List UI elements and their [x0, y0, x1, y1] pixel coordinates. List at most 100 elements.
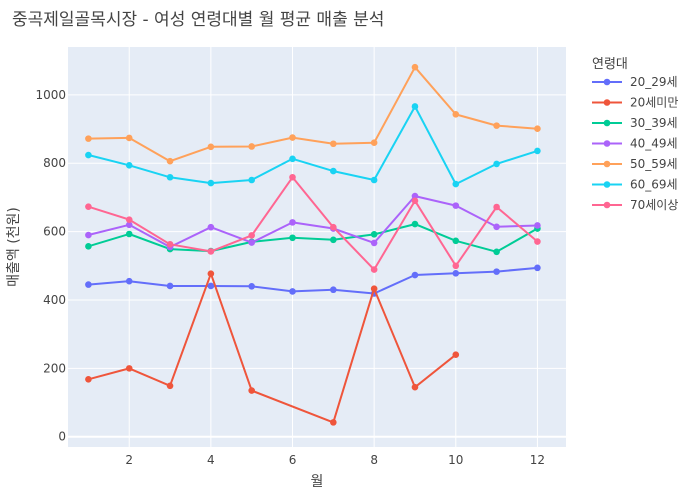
series-50_59세[interactable] — [85, 63, 541, 165]
data-point[interactable] — [330, 419, 337, 426]
data-point[interactable] — [125, 161, 133, 169]
chart-title: 중곡제일골목시장 - 여성 연령대별 월 평균 매출 분석 — [12, 10, 384, 30]
data-point[interactable] — [85, 376, 92, 383]
data-point[interactable] — [207, 179, 215, 187]
data-point[interactable] — [289, 288, 296, 295]
data-point[interactable] — [125, 221, 133, 229]
legend-point-marker — [603, 140, 611, 147]
data-point[interactable] — [207, 223, 215, 231]
data-point[interactable] — [534, 264, 541, 272]
data-point[interactable] — [248, 283, 255, 290]
data-point[interactable] — [166, 382, 174, 390]
data-point[interactable] — [452, 270, 460, 277]
legend-item[interactable]: 60_69세 — [592, 178, 678, 192]
data-point[interactable] — [85, 281, 92, 288]
data-point[interactable] — [370, 266, 378, 273]
series-line — [88, 195, 538, 248]
data-point[interactable] — [452, 262, 460, 270]
data-point[interactable] — [248, 176, 255, 184]
y-tick-label: 600 — [43, 225, 66, 239]
data-point[interactable] — [411, 197, 419, 205]
data-point[interactable] — [330, 140, 337, 148]
data-point[interactable] — [166, 282, 174, 290]
data-point[interactable] — [125, 134, 133, 142]
series-60_69세[interactable] — [85, 103, 541, 188]
data-point[interactable] — [248, 232, 255, 239]
legend-point-marker — [603, 119, 611, 127]
data-point[interactable] — [248, 143, 255, 150]
data-point[interactable] — [330, 286, 337, 294]
series-line — [88, 223, 538, 253]
data-point[interactable] — [411, 192, 419, 200]
data-point[interactable] — [411, 63, 419, 71]
data-point[interactable] — [125, 230, 133, 238]
data-point[interactable] — [370, 239, 378, 247]
data-point[interactable] — [166, 240, 174, 248]
data-point[interactable] — [330, 223, 337, 231]
legend-item[interactable]: 20세미만 — [592, 96, 678, 110]
data-point[interactable] — [166, 173, 174, 181]
y-axis-title: 매출액 (천원) — [6, 207, 22, 287]
data-point[interactable] — [370, 285, 378, 293]
data-point[interactable] — [452, 351, 460, 358]
data-point[interactable] — [207, 282, 215, 290]
data-point[interactable] — [370, 231, 378, 238]
x-tick-label: 10 — [448, 453, 463, 467]
data-point[interactable] — [452, 237, 460, 245]
legend-item[interactable]: 30_39세 — [592, 116, 678, 130]
data-point[interactable] — [411, 103, 419, 110]
data-point[interactable] — [125, 365, 133, 372]
data-point[interactable] — [289, 173, 296, 181]
data-point[interactable] — [289, 234, 296, 242]
data-point[interactable] — [289, 219, 296, 226]
data-point[interactable] — [493, 203, 500, 211]
data-point[interactable] — [125, 216, 133, 223]
data-point[interactable] — [85, 203, 92, 210]
data-point[interactable] — [207, 248, 215, 255]
data-point[interactable] — [85, 151, 92, 159]
data-point[interactable] — [493, 160, 500, 168]
legend-item[interactable]: 20_29세 — [592, 75, 678, 89]
x-tick-label: 12 — [530, 453, 545, 467]
data-point[interactable] — [534, 222, 541, 229]
data-point[interactable] — [85, 135, 92, 142]
data-point[interactable] — [534, 147, 541, 155]
data-point[interactable] — [452, 111, 460, 118]
legend-item[interactable]: 40_49세 — [592, 137, 678, 151]
data-point[interactable] — [85, 231, 92, 239]
legend-items[interactable]: 20_29세 20세미만 30_39세 40_49세 50_59세 60_69세 70세이상 — [592, 75, 678, 212]
y-tick-label: 0 — [58, 430, 66, 444]
data-point[interactable] — [452, 180, 460, 188]
legend-item[interactable]: 70세이상 — [592, 198, 678, 212]
data-point[interactable] — [493, 122, 500, 129]
data-point[interactable] — [452, 202, 460, 209]
data-point[interactable] — [534, 125, 541, 133]
data-point[interactable] — [289, 134, 296, 141]
data-point[interactable] — [248, 387, 255, 394]
data-point[interactable] — [248, 239, 255, 246]
data-point[interactable] — [125, 277, 133, 285]
data-point[interactable] — [493, 223, 500, 231]
data-point[interactable] — [411, 271, 419, 279]
data-point[interactable] — [493, 268, 500, 275]
data-point[interactable] — [289, 155, 296, 163]
data-point[interactable] — [166, 157, 174, 165]
data-point[interactable] — [493, 248, 500, 256]
series-70세이상[interactable] — [85, 173, 541, 273]
series-line — [88, 105, 538, 186]
data-point[interactable] — [85, 243, 92, 250]
legend-item[interactable]: 50_59세 — [592, 157, 678, 171]
data-point[interactable] — [207, 143, 215, 151]
series-20_29세[interactable] — [85, 264, 541, 297]
data-point[interactable] — [534, 238, 541, 245]
legend[interactable]: 연령대 20_29세 20세미만 30_39세 40_49세 50_59세 60_69세 7… — [592, 57, 678, 212]
data-point[interactable] — [207, 270, 215, 277]
series-20세미만[interactable] — [85, 270, 460, 426]
data-point[interactable] — [411, 383, 419, 391]
data-point[interactable] — [330, 236, 337, 244]
data-point[interactable] — [370, 176, 378, 184]
data-point[interactable] — [330, 167, 337, 175]
data-point[interactable] — [411, 220, 419, 228]
legend-point-marker — [603, 201, 611, 209]
data-point[interactable] — [370, 139, 378, 147]
